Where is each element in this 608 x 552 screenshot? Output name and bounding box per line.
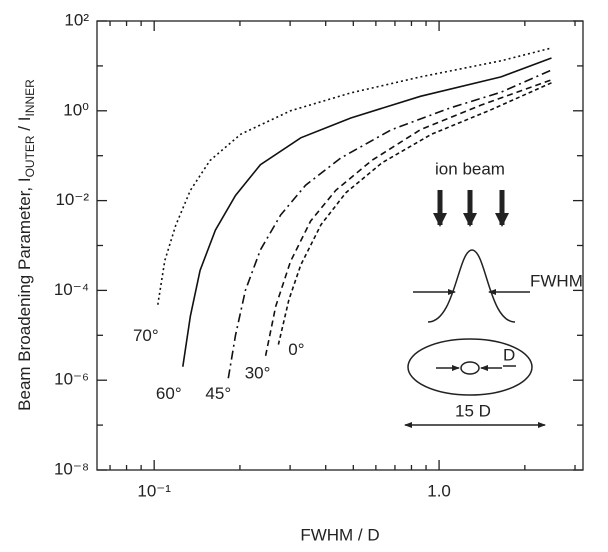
- y-tick-label: 10⁰: [63, 100, 89, 119]
- inset-label: ion beam: [435, 159, 505, 178]
- curve-label: 30°: [245, 363, 271, 382]
- y-axis-label: Beam Broadening Parameter, IOUTER / IINN…: [15, 79, 37, 411]
- y-tick-label: 10⁻⁶: [54, 370, 89, 389]
- inset-label: FWHM: [530, 271, 583, 290]
- curve-label: 70°: [133, 326, 159, 345]
- y-tick-label: 10²: [64, 10, 89, 29]
- curve: [227, 69, 552, 379]
- y-tick-label: 10⁻²: [55, 190, 89, 209]
- inset-label: 15 D: [455, 401, 491, 420]
- x-tick-label: 10⁻¹: [137, 481, 171, 500]
- curve-label: 0°: [288, 340, 304, 359]
- x-axis-label: FWHM / D: [300, 525, 379, 544]
- y-label-part: / I: [15, 117, 34, 136]
- curve-label: 45°: [205, 384, 231, 403]
- x-tick-label: 1.0: [427, 481, 451, 500]
- gaussian: [427, 249, 516, 323]
- y-label-sub: INNER: [23, 79, 37, 117]
- curve: [264, 79, 552, 356]
- y-label-sub: OUTER: [23, 135, 37, 177]
- inset-label: D: [503, 345, 515, 364]
- curve: [277, 82, 552, 345]
- target-core: [460, 361, 480, 375]
- inset: [404, 190, 546, 428]
- curve: [157, 47, 552, 305]
- y-tick-label: 10⁻⁸: [54, 459, 89, 478]
- y-label-part: Beam Broadening Parameter, I: [15, 177, 34, 410]
- curve: [182, 57, 552, 367]
- curve-label: 60°: [156, 384, 182, 403]
- target-ellipse: [407, 338, 533, 396]
- y-tick-label: 10⁻⁴: [54, 280, 89, 299]
